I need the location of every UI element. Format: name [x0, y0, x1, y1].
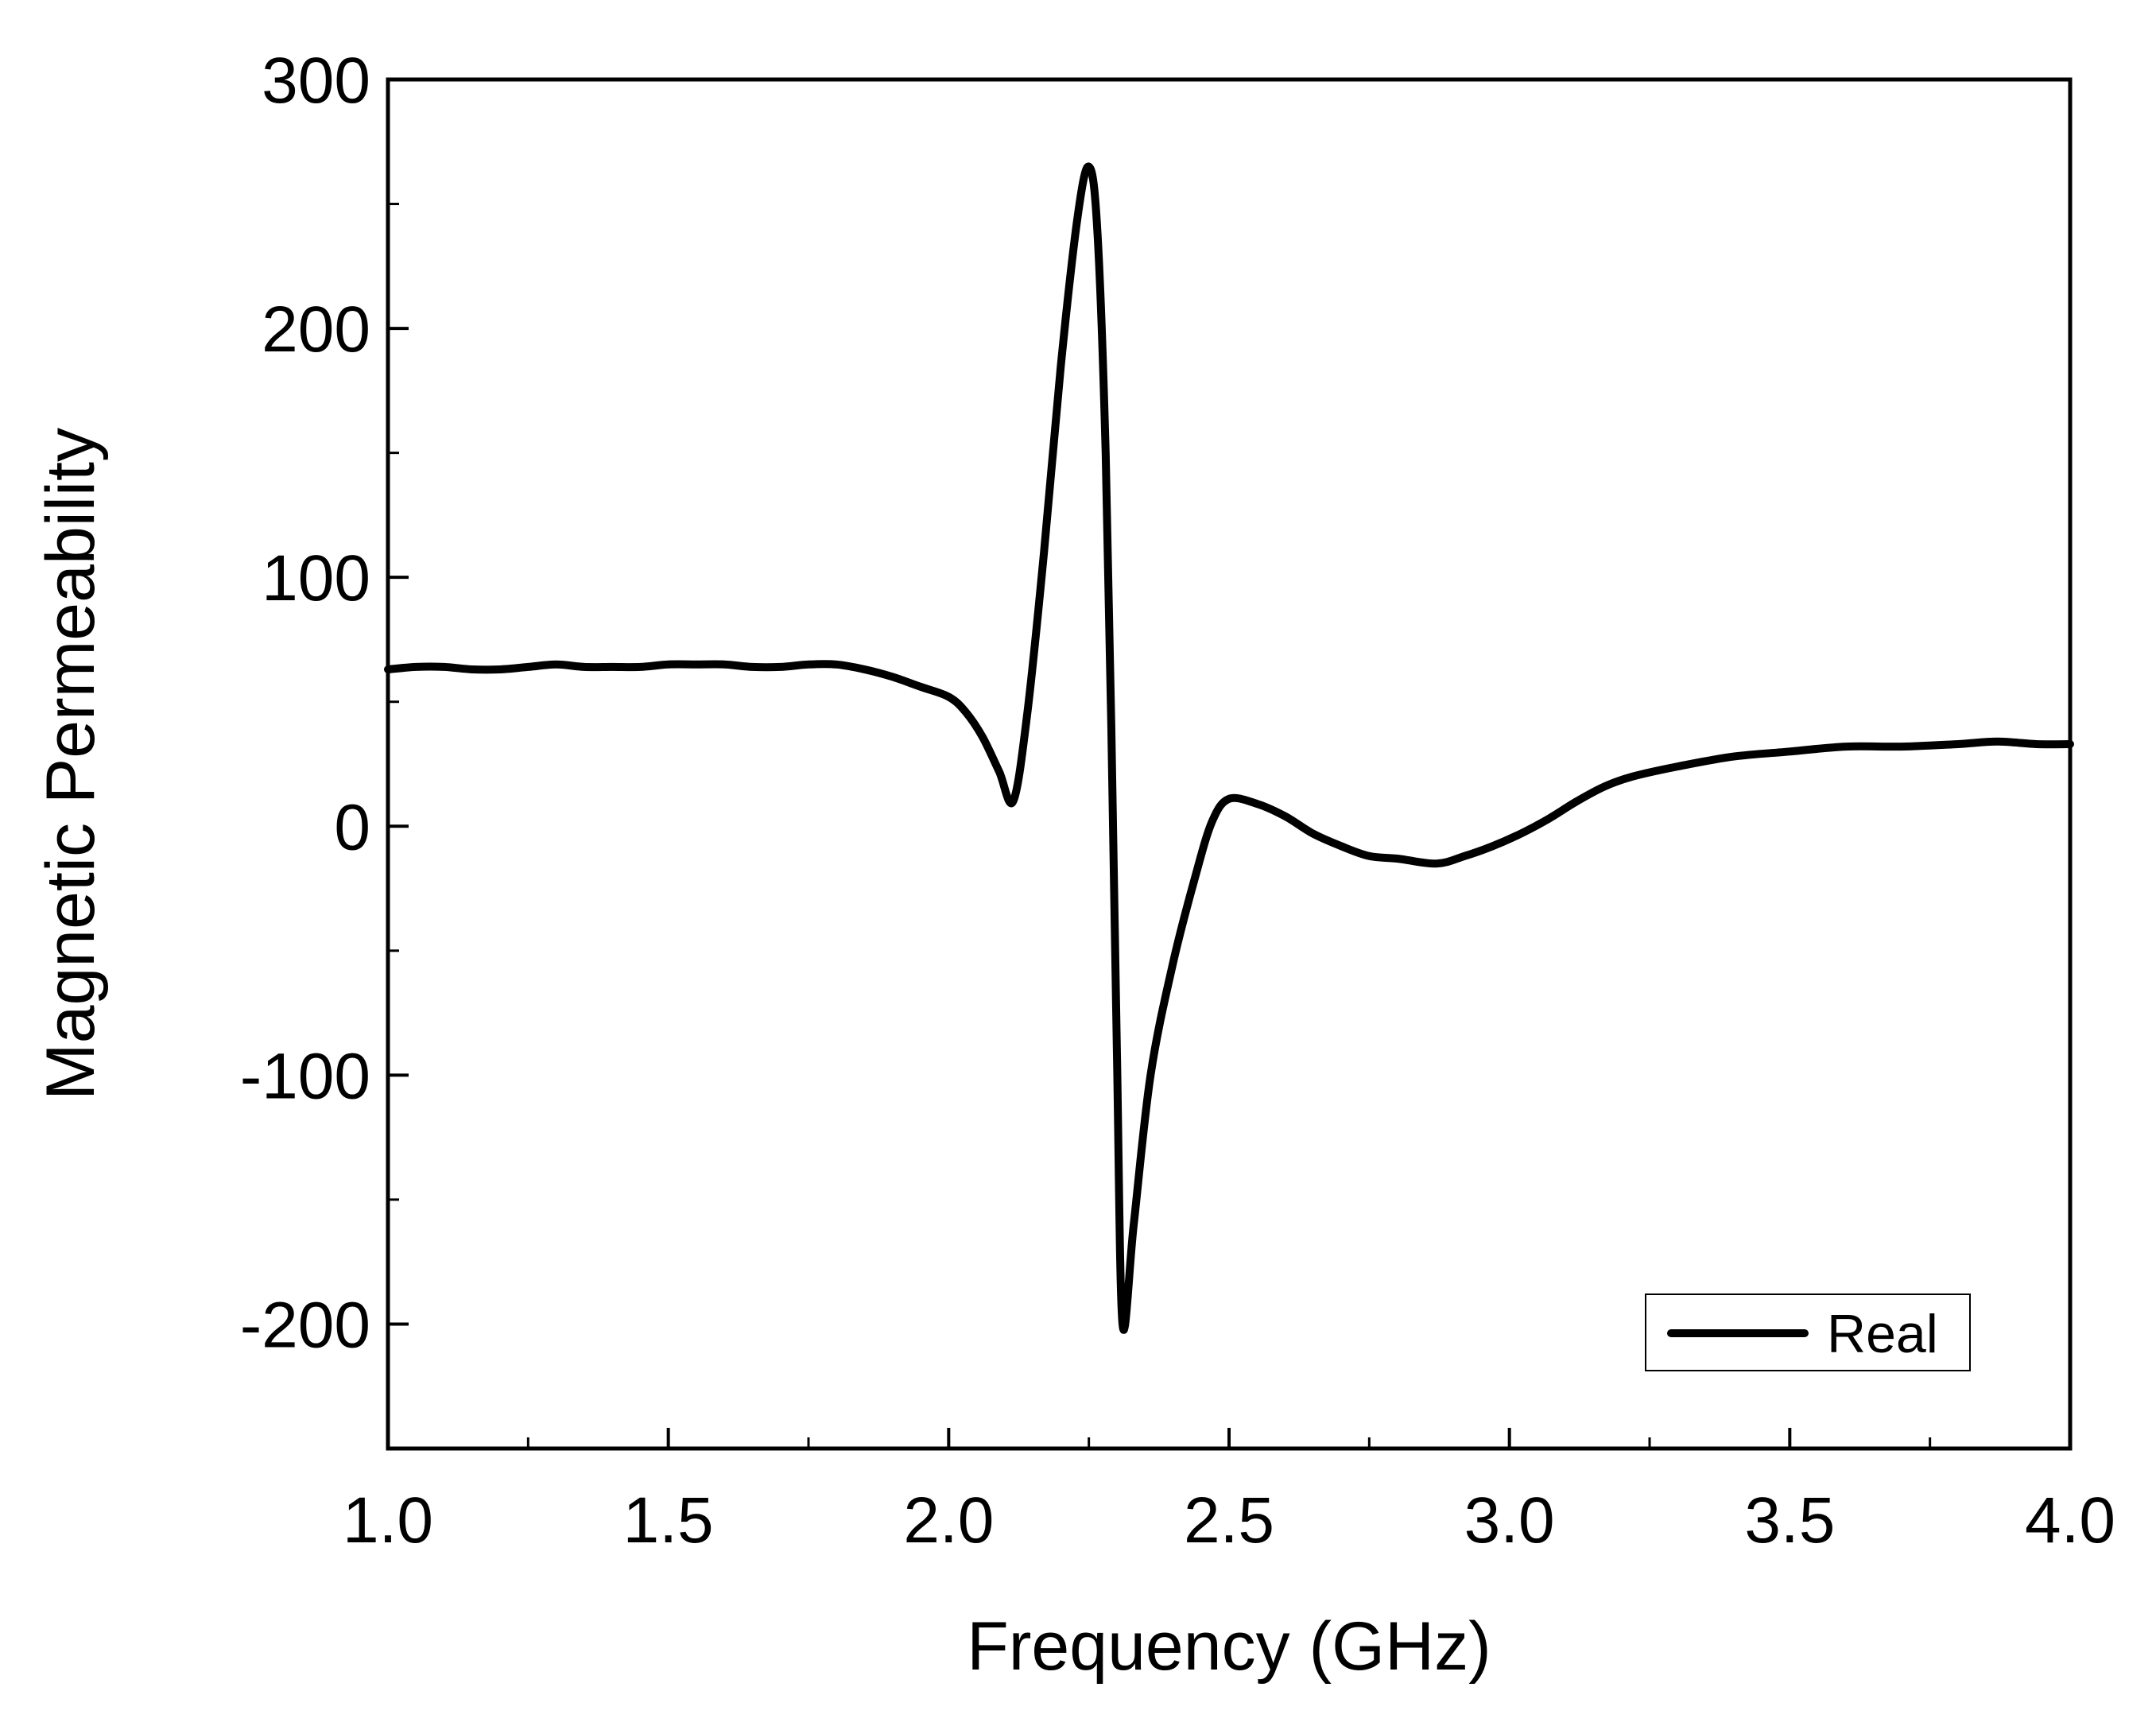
axis-ticks	[386, 78, 2072, 1450]
axis-tick-labels: 1.0 1.5 2.0 2.5 3.0 3.5 4.0 -200 -100 0 100 200 300	[240, 45, 2115, 1557]
y-tick-label: 0	[334, 791, 370, 863]
legend: Real	[1645, 1293, 1971, 1371]
x-axis-title: Frequency (GHz)	[967, 1608, 1491, 1685]
y-tick-label: 200	[262, 293, 370, 366]
y-tick-label: 100	[262, 542, 370, 615]
x-tick-label: 1.0	[343, 1484, 433, 1557]
y-axis-title: Magnetic Permeability	[33, 428, 109, 1100]
y-tick-label: -100	[240, 1040, 370, 1112]
x-tick-label: 3.5	[1744, 1484, 1835, 1557]
legend-label-real: Real	[1827, 1304, 1938, 1364]
x-tick-label: 2.5	[1184, 1484, 1274, 1557]
y-tick-label: -200	[240, 1289, 370, 1361]
y-tick-label: 300	[262, 45, 370, 117]
series-line-real	[384, 162, 2074, 1334]
x-tick-label: 4.0	[2025, 1484, 2115, 1557]
x-tick-label: 2.0	[903, 1484, 994, 1557]
x-tick-label: 3.0	[1464, 1484, 1555, 1557]
x-tick-label: 1.5	[623, 1484, 714, 1557]
